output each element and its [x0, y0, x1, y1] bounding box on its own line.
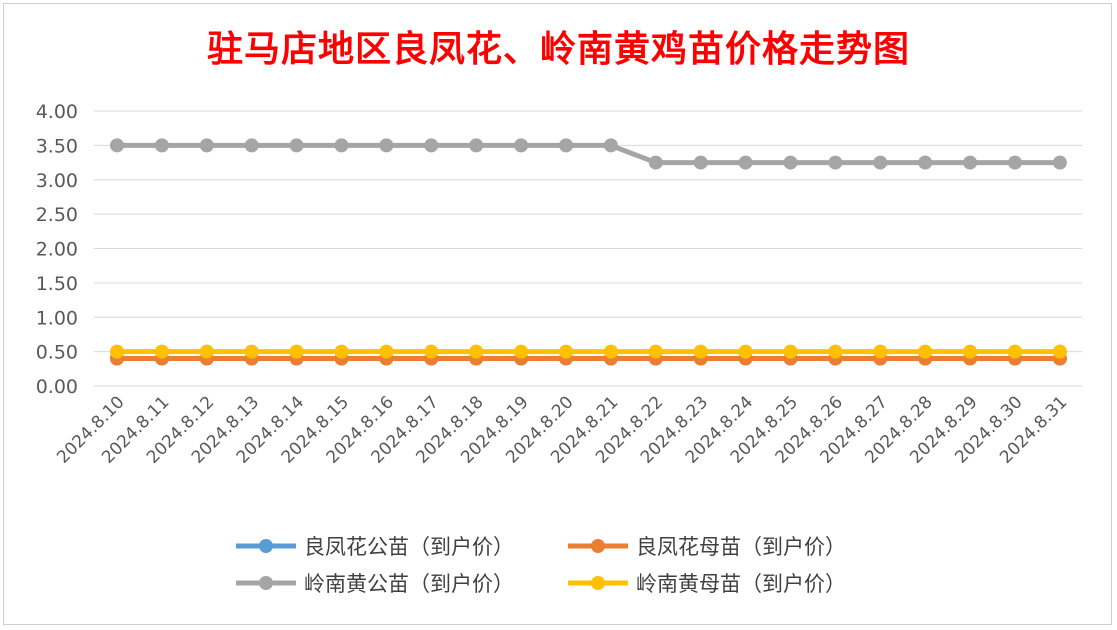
data-point	[469, 138, 484, 153]
legend-marker	[591, 576, 605, 590]
data-point	[738, 344, 753, 359]
data-point	[199, 344, 214, 359]
legend-marker	[259, 539, 273, 553]
data-point	[828, 344, 843, 359]
data-point	[244, 344, 259, 359]
series-line	[117, 142, 1060, 166]
data-point	[1008, 155, 1022, 170]
data-point	[559, 138, 573, 153]
data-point	[559, 344, 573, 359]
data-point	[514, 138, 529, 153]
legend-item: 良凤花母苗（到户价）	[568, 535, 846, 559]
legend-item: 岭南黄公苗（到户价）	[236, 572, 514, 596]
data-point	[110, 138, 124, 153]
y-tick-label: 2.50	[36, 204, 78, 226]
data-point	[334, 344, 349, 359]
data-point	[963, 344, 978, 359]
legend-item: 岭南黄母苗（到户价）	[568, 572, 846, 596]
legend-marker	[259, 576, 273, 590]
data-point	[783, 155, 798, 170]
data-point	[693, 344, 708, 359]
y-tick-label: 3.50	[36, 135, 78, 157]
y-tick-label: 0.00	[36, 376, 78, 398]
data-point	[199, 138, 214, 153]
legend-marker	[591, 539, 605, 553]
data-point	[514, 344, 529, 359]
data-point	[469, 344, 484, 359]
data-point	[648, 344, 663, 359]
data-point	[918, 344, 933, 359]
data-point	[1008, 344, 1022, 359]
data-point	[379, 344, 394, 359]
legend: 良凤花公苗（到户价） 良凤花母苗（到户价） 岭南黄公苗（到户价） 岭南黄母苗（到户价）	[236, 535, 846, 596]
data-point	[424, 344, 439, 359]
data-point	[110, 344, 124, 359]
data-point	[828, 155, 843, 170]
data-point	[1052, 344, 1067, 359]
data-point	[154, 138, 169, 153]
data-point	[783, 344, 798, 359]
data-point	[1052, 155, 1067, 170]
data-point	[289, 344, 304, 359]
chart-title: 驻马店地区良凤花、岭南黄鸡苗价格走势图	[206, 28, 910, 70]
y-tick-label: 3.00	[36, 170, 78, 192]
data-point	[693, 155, 708, 170]
data-point	[603, 344, 618, 359]
series-3	[110, 138, 1067, 170]
data-point	[289, 138, 304, 153]
data-point	[873, 155, 888, 170]
data-point	[648, 155, 663, 170]
legend-label: 良凤花公苗（到户价）	[304, 535, 514, 559]
y-tick-label: 1.50	[36, 273, 78, 295]
series-lines	[110, 138, 1067, 366]
data-point	[379, 138, 394, 153]
y-tick-label: 4.00	[36, 101, 78, 123]
data-point	[873, 344, 888, 359]
gridlines	[94, 110, 1082, 387]
data-point	[918, 155, 933, 170]
data-point	[603, 138, 618, 153]
legend-label: 岭南黄公苗（到户价）	[304, 572, 514, 596]
y-tick-label: 0.50	[36, 342, 78, 364]
data-point	[244, 138, 259, 153]
y-tick-label: 1.00	[36, 307, 78, 329]
data-point	[154, 344, 169, 359]
data-point	[963, 155, 978, 170]
data-point	[738, 155, 753, 170]
legend-item: 良凤花公苗（到户价）	[236, 535, 514, 559]
chart-area	[3, 3, 1112, 625]
x-axis-ticks: 2024.8.102024.8.112024.8.122024.8.132024…	[53, 392, 1071, 467]
y-tick-label: 2.00	[36, 239, 78, 261]
data-point	[334, 138, 349, 153]
data-point	[424, 138, 439, 153]
y-axis-ticks: 0.00 0.50 1.00 1.50 2.00 2.50 3.00 3.50 4.00	[36, 101, 78, 398]
legend-label: 岭南黄母苗（到户价）	[636, 572, 846, 596]
series-4	[110, 344, 1067, 359]
legend-label: 良凤花母苗（到户价）	[636, 535, 846, 559]
